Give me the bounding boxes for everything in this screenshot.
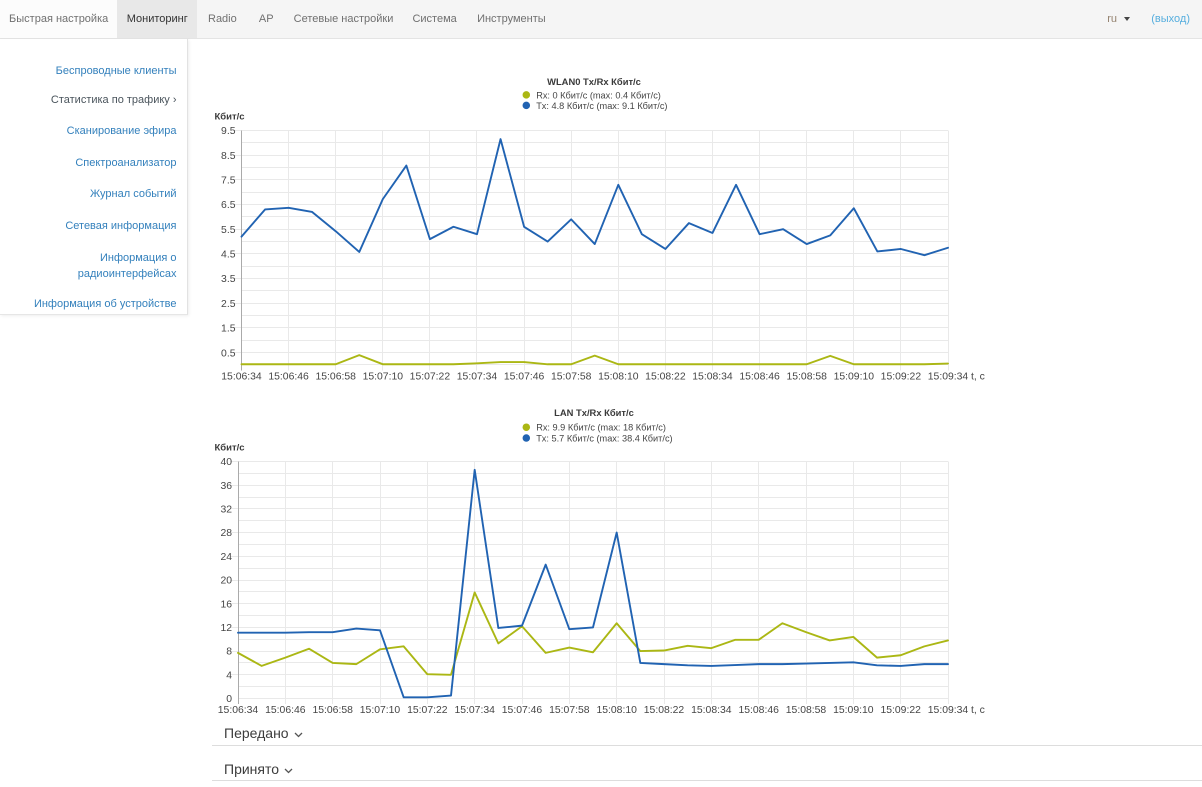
- svg-text:15:07:46: 15:07:46: [504, 372, 545, 383]
- svg-text:15:09:22: 15:09:22: [881, 372, 922, 383]
- svg-text:15:08:34: 15:08:34: [691, 705, 732, 716]
- svg-text:15:08:10: 15:08:10: [596, 705, 637, 716]
- svg-text:15:07:22: 15:07:22: [407, 705, 448, 716]
- svg-text:7.5: 7.5: [221, 175, 236, 186]
- svg-text:15:07:58: 15:07:58: [551, 372, 592, 383]
- svg-text:24: 24: [220, 552, 232, 563]
- svg-text:12: 12: [220, 623, 232, 634]
- svg-text:15:06:34: 15:06:34: [221, 372, 262, 383]
- svg-text:4: 4: [226, 670, 232, 681]
- svg-text:15:08:58: 15:08:58: [786, 705, 827, 716]
- svg-text:20: 20: [220, 576, 232, 587]
- svg-text:15:09:10: 15:09:10: [834, 372, 875, 383]
- svg-text:t, c: t, c: [971, 372, 985, 383]
- svg-text:15:08:22: 15:08:22: [644, 705, 685, 716]
- svg-text:0.5: 0.5: [221, 348, 236, 359]
- svg-text:Rx: 0 Кбит/с (max: 0.4 Кбит/с): Rx: 0 Кбит/с (max: 0.4 Кбит/с): [536, 90, 661, 100]
- svg-text:2.5: 2.5: [221, 299, 236, 310]
- svg-text:15:09:34: 15:09:34: [928, 705, 969, 716]
- svg-text:15:07:58: 15:07:58: [549, 705, 590, 716]
- svg-text:15:08:22: 15:08:22: [645, 372, 686, 383]
- svg-text:36: 36: [220, 481, 232, 492]
- svg-text:15:08:46: 15:08:46: [738, 705, 779, 716]
- svg-text:6.5: 6.5: [221, 200, 236, 211]
- svg-text:15:08:34: 15:08:34: [692, 372, 733, 383]
- svg-text:16: 16: [220, 599, 232, 610]
- svg-text:15:07:22: 15:07:22: [410, 372, 451, 383]
- svg-text:15:09:34: 15:09:34: [928, 372, 969, 383]
- svg-text:28: 28: [220, 528, 232, 539]
- svg-text:3.5: 3.5: [221, 274, 236, 285]
- svg-text:8: 8: [226, 647, 232, 658]
- svg-text:32: 32: [220, 505, 232, 516]
- svg-text:15:06:46: 15:06:46: [268, 372, 309, 383]
- svg-text:Кбит/с: Кбит/с: [215, 443, 245, 454]
- svg-text:15:08:46: 15:08:46: [739, 372, 780, 383]
- svg-text:40: 40: [220, 457, 232, 468]
- svg-text:Кбит/с: Кбит/с: [215, 112, 245, 123]
- svg-text:15:09:22: 15:09:22: [880, 705, 921, 716]
- svg-text:15:06:58: 15:06:58: [315, 372, 356, 383]
- svg-text:4.5: 4.5: [221, 250, 236, 261]
- svg-text:Tx: 4.8 Кбит/с (max: 9.1 Кбит/: Tx: 4.8 Кбит/с (max: 9.1 Кбит/с): [536, 101, 667, 111]
- svg-text:15:07:34: 15:07:34: [454, 705, 495, 716]
- svg-text:t, c: t, c: [971, 705, 985, 716]
- svg-text:15:07:46: 15:07:46: [502, 705, 543, 716]
- svg-text:1.5: 1.5: [221, 324, 236, 335]
- svg-text:15:07:10: 15:07:10: [360, 705, 401, 716]
- svg-text:8.5: 8.5: [221, 151, 236, 162]
- svg-text:15:08:10: 15:08:10: [598, 372, 639, 383]
- svg-text:15:06:34: 15:06:34: [218, 705, 259, 716]
- svg-text:15:08:58: 15:08:58: [786, 372, 827, 383]
- svg-text:15:06:58: 15:06:58: [312, 705, 353, 716]
- svg-text:15:07:34: 15:07:34: [457, 372, 498, 383]
- svg-text:Tx: 5.7 Кбит/с (max: 38.4 Кбит: Tx: 5.7 Кбит/с (max: 38.4 Кбит/с): [536, 433, 672, 443]
- svg-text:15:09:10: 15:09:10: [833, 705, 874, 716]
- svg-text:5.5: 5.5: [221, 225, 236, 236]
- svg-text:Rx: 9.9 Кбит/с (max: 18 Кбит/с: Rx: 9.9 Кбит/с (max: 18 Кбит/с): [536, 423, 666, 433]
- svg-text:LAN Tx/Rx Кбит/с: LAN Tx/Rx Кбит/с: [554, 407, 634, 418]
- svg-text:0: 0: [226, 694, 232, 705]
- svg-text:15:07:10: 15:07:10: [363, 372, 404, 383]
- svg-text:15:06:46: 15:06:46: [265, 705, 306, 716]
- svg-text:WLAN0 Tx/Rx Кбит/с: WLAN0 Tx/Rx Кбит/с: [547, 76, 641, 87]
- svg-text:9.5: 9.5: [221, 126, 236, 137]
